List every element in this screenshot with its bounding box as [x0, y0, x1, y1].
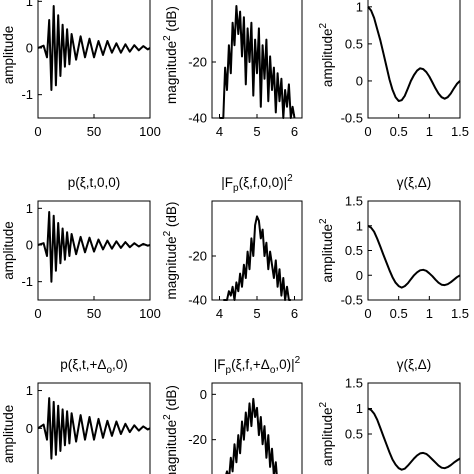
panel-r2c1: 0 50 100 -1 0 1 amplitude p(ξ,t,0,0) — [1, 175, 161, 321]
y-tick-label: 0 — [26, 41, 33, 56]
x-tick-label: 100 — [139, 306, 161, 321]
series-line-r3c1-0 — [37, 397, 151, 460]
axes-frame — [367, 0, 461, 119]
y-tick-label: 1 — [26, 201, 33, 216]
panel-title: p(ξ,t,+Δo​,0) — [60, 357, 128, 376]
x-tick-label: 1.5 — [451, 124, 469, 139]
x-tick-label: 5 — [253, 124, 260, 139]
x-tick-label: 0 — [364, 124, 371, 139]
y-axis-label: amplitude — [1, 26, 16, 85]
series-line-r2c2-0 — [223, 215, 291, 301]
y-tick-label: 1 — [26, 383, 33, 398]
axes-frame — [211, 382, 303, 474]
y-axis-label: magnitude2​ (dB) — [162, 6, 179, 104]
y-tick-label: 0 — [356, 73, 363, 88]
x-tick-label: 0.5 — [390, 306, 408, 321]
panel-r1c1: 0 50 100 -1 0 1 amplitude — [1, 0, 161, 139]
y-tick-label: -1 — [21, 87, 33, 102]
x-tick-label: 50 — [87, 124, 101, 139]
y-tick-label: -1 — [21, 274, 33, 289]
y-tick-label: 0 — [26, 238, 33, 253]
x-tick-label: 5 — [253, 306, 260, 321]
x-tick-label: 50 — [87, 306, 101, 321]
series-line-r2c1-0 — [37, 211, 151, 283]
y-axis-label: amplitude2​ — [318, 218, 335, 283]
series-line-r1c1-0 — [37, 5, 151, 91]
y-tick-label: -20 — [188, 249, 207, 264]
y-tick-label: 0.5 — [345, 36, 363, 51]
panel-r3c1: 0 1 amplitude p(ξ,t,+Δo​,0) — [1, 357, 151, 474]
x-tick-label: 0 — [34, 306, 41, 321]
series-line-r1c2-0 — [219, 5, 296, 119]
y-tick-label: -0.5 — [341, 293, 363, 308]
y-axis-label: amplitude2​ — [318, 23, 335, 88]
x-tick-label: 0 — [364, 306, 371, 321]
y-tick-label: 1.5 — [345, 376, 363, 391]
series-line-r2c3-0 — [367, 224, 461, 289]
y-axis-label: amplitude — [1, 405, 16, 464]
x-tick-label: 1.5 — [451, 306, 469, 321]
y-tick-label: 0 — [26, 421, 33, 436]
series-line-r1c3-0 — [367, 6, 461, 102]
y-tick-label: 0 — [200, 387, 207, 402]
panel-r3c3: 0.5 1 1.5 amplitude2​ γ(ξ,Δ) — [318, 357, 461, 474]
series-line-r3c3-0 — [367, 407, 461, 471]
series-line-r3c2-0 — [225, 397, 278, 474]
y-axis-label: magnitude2​ (dB) — [162, 202, 179, 300]
x-tick-label: 4 — [216, 306, 223, 321]
panel-title: |Fp​(ξ,f,0,0)|2​ — [221, 173, 293, 194]
y-tick-label: 1 — [356, 401, 363, 416]
x-tick-label: 0 — [34, 124, 41, 139]
y-tick-label: 0.5 — [345, 243, 363, 258]
y-tick-label: -40 — [188, 293, 207, 308]
x-tick-label: 100 — [139, 124, 161, 139]
y-tick-label: -20 — [188, 432, 207, 447]
axes-frame — [37, 382, 151, 474]
axes-frame — [367, 382, 461, 474]
panel-r3c2: -20 0 magnitude2​ (dB) |Fp​(ξ,f,+Δo​,0)|2​ — [162, 355, 303, 474]
x-tick-label: 6 — [291, 306, 298, 321]
x-tick-label: 0.5 — [390, 124, 408, 139]
y-tick-label: -20 — [188, 55, 207, 70]
y-tick-label: 1.5 — [345, 194, 363, 209]
panel-title: |Fp​(ξ,f,+Δo​,0)|2​ — [214, 355, 301, 376]
x-tick-label: 1 — [426, 306, 433, 321]
panel-title: p(ξ,t,0,0) — [68, 175, 121, 190]
y-axis-label: amplitude — [1, 221, 16, 280]
y-tick-label: -40 — [188, 111, 207, 126]
panel-title: γ(ξ,Δ) — [397, 175, 432, 190]
panel-r1c2: 4 5 6 -40 -20 magnitude2​ (dB) — [162, 0, 303, 139]
panel-title: γ(ξ,Δ) — [397, 357, 432, 372]
x-tick-label: 6 — [291, 124, 298, 139]
y-axis-label: magnitude2​ (dB) — [162, 385, 179, 474]
y-tick-label: 1 — [356, 218, 363, 233]
y-tick-label: 1 — [356, 0, 363, 14]
y-axis-label: amplitude2​ — [318, 402, 335, 467]
y-tick-label: 0.5 — [345, 427, 363, 442]
y-tick-label: -0.5 — [341, 111, 363, 126]
x-tick-label: 1 — [426, 124, 433, 139]
y-tick-label: 1 — [26, 0, 33, 9]
y-tick-label: 0 — [356, 268, 363, 283]
panel-r2c2: 4 5 6 -40 -20 magnitude2​ (dB) |Fp​(ξ,f,0,0)|2… — [162, 173, 303, 321]
x-tick-label: 4 — [216, 124, 223, 139]
